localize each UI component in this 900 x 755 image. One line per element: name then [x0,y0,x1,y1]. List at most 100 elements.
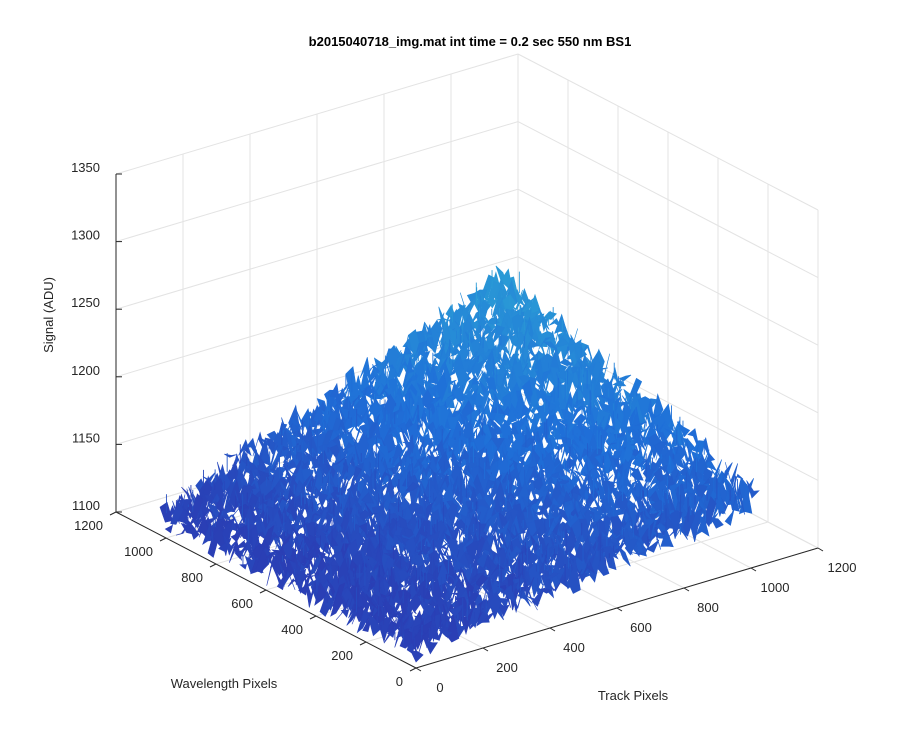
surface-cell [313,433,327,455]
surface-cell [478,538,492,559]
x-tick-mark [817,547,824,552]
x-axis-label: Track Pixels [598,688,669,703]
surface-cell [664,428,678,437]
surface-cell [276,558,291,591]
z-tick-label: 1250 [71,295,100,310]
surface-cell [296,558,310,574]
surface-cell [396,569,410,583]
surface-cell [191,514,205,529]
surface-cell [406,349,420,366]
surface-cell [272,484,286,500]
surface-cell [491,380,505,401]
z-tick-label: 1350 [71,160,100,175]
surface-cell [472,358,486,379]
surface-cell [660,528,674,548]
x-tick-mark [616,607,623,612]
surface-cell [556,480,571,485]
surface-cell [717,497,731,515]
surface-cell [368,401,382,417]
x-tick-label: 200 [496,660,518,675]
axes [109,173,824,672]
surface-cell [724,493,738,526]
side-wall-grid-line [517,121,819,279]
surface-cell [501,558,516,567]
x-tick-label: 800 [697,600,719,615]
surface-cell [524,579,538,611]
surface-cell [266,455,280,473]
surface-cell [223,535,237,556]
x-tick-mark [750,567,757,572]
z-tick-label: 1100 [72,498,100,513]
surface-cell [282,571,296,591]
surface-cell [298,569,312,596]
y-tick-mark [159,537,167,542]
y-tick-mark [409,667,417,672]
surface-cell [689,508,703,542]
surface-cell [329,382,343,418]
surface-cell [639,539,653,556]
x-tick-label: 400 [563,640,585,655]
surface-cell [257,539,272,552]
side-wall-grid-line [517,256,819,414]
surface-cell [534,382,548,396]
surface-cell [746,480,760,499]
surface-cell [493,399,507,425]
surface-cell [340,592,355,618]
surface-cell [674,525,688,540]
surface-cell [292,568,307,595]
surface-cell [476,583,490,598]
surface-cell [539,353,553,384]
surface-cell [732,487,745,515]
surface-cell [488,591,503,620]
surface-cell [543,372,557,401]
surface-cell [545,572,560,579]
surface-cell [598,407,612,439]
surface-cell [186,518,200,540]
surface-cell [446,613,460,643]
surface-cell [500,419,514,456]
x-tick-label: 0 [436,680,443,695]
surface-cell [528,562,542,598]
surface-cell [550,335,564,354]
surface-cell [503,584,517,604]
surface-cell [673,445,687,464]
surface-cell [710,517,724,529]
back-wall-grid-line [115,256,519,378]
x-tick-label: 1200 [828,560,857,575]
surface-cell [490,564,505,576]
surface-cell [427,331,441,355]
surface-cell [324,588,339,611]
surface-cell [332,457,346,466]
back-wall-grid-line [115,188,519,310]
side-wall-grid-line [517,53,819,211]
surface-cell [399,344,413,370]
surface-cell [559,358,573,367]
back-wall-grid-line [115,53,519,175]
surface-cell [410,650,424,663]
surface-cell [550,430,564,440]
surface-cell [425,437,439,459]
chart-title: b2015040718_img.mat int time = 0.2 sec 5… [309,34,632,49]
surface-cell [444,577,458,601]
surface-cell [387,460,401,475]
surface-cell [475,505,489,527]
surface-cell [567,485,582,497]
surface-cell [438,306,452,337]
surface-cell [425,344,439,348]
surface-cell [418,460,432,486]
surface-cell [567,556,581,594]
surface-cell [617,545,631,567]
z-tick-label: 1150 [72,430,100,445]
surface-cell [431,623,445,641]
surface-cell [637,460,651,468]
surface-cell [332,428,346,441]
y-tick-mark [209,563,217,568]
surface-cell [342,588,356,612]
surface-cell [489,418,503,435]
surface-cell [573,470,587,486]
y-tick-label: 400 [281,622,303,637]
surface-cell [356,608,371,634]
surface-cell [637,396,651,421]
surface-cell [374,395,387,398]
